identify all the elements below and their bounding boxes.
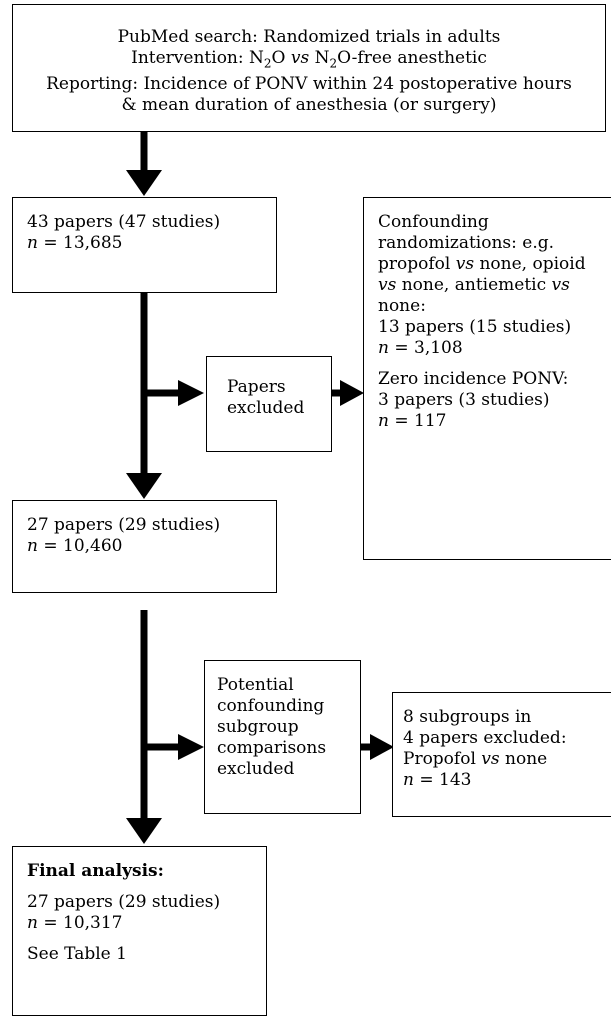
final-analysis-box: Final analysis: 27 papers (29 studies) n… — [12, 846, 267, 1016]
middle-papers-count: 27 papers (29 studies) — [27, 515, 221, 535]
final-papers-count: 27 papers (29 studies) — [27, 892, 221, 912]
subgroup-reasons-box: 8 subgroups in 4 papers excluded: Propof… — [392, 692, 611, 817]
subgroup-n: n = 143 — [403, 770, 472, 790]
see-table-reference: See Table 1 — [27, 944, 127, 964]
confounding-n: n = 3,108 — [378, 338, 463, 358]
zero-incidence-label: Zero incidence PONV: — [378, 369, 569, 389]
middle-papers-box: 27 papers (29 studies) n = 10,460 — [12, 500, 277, 593]
reporting-line: Reporting: Incidence of PONV within 24 p… — [46, 74, 572, 95]
papers-excluded-box: Papers excluded — [206, 356, 332, 452]
zero-incidence-n: n = 117 — [378, 411, 447, 431]
exclusion-reasons-box: Confounding randomizations: e.g. propofo… — [363, 197, 611, 560]
zero-incidence-count: 3 papers (3 studies) — [378, 390, 550, 410]
initial-papers-box: 43 papers (47 studies) n = 13,685 — [12, 197, 277, 293]
intervention-line: Intervention: N2O vs N2O-free anesthetic — [131, 48, 487, 71]
arrowhead-papers-excluded — [178, 380, 204, 406]
arrowhead-subgroup-excluded — [178, 734, 204, 760]
initial-papers-count: 43 papers (47 studies) — [27, 212, 221, 232]
subgroup-excluded-box: Potential confounding subgroup compariso… — [204, 660, 361, 814]
initial-n: n = 13,685 — [27, 233, 123, 253]
arrowhead-initial — [126, 170, 162, 196]
middle-n: n = 10,460 — [27, 536, 123, 556]
confounding-papers-count: 13 papers (15 studies) — [378, 317, 572, 337]
search-criteria-box: PubMed search: Randomized trials in adul… — [12, 4, 606, 132]
arrowhead-reasons1 — [340, 380, 364, 406]
final-analysis-title: Final analysis: — [27, 861, 164, 881]
search-line: PubMed search: Randomized trials in adul… — [117, 27, 501, 47]
arrowhead-middle — [126, 473, 162, 499]
final-n: n = 10,317 — [27, 913, 123, 933]
arrowhead-final — [126, 818, 162, 844]
duration-line: & mean duration of anesthesia (or surger… — [121, 95, 497, 116]
arrowhead-reasons2 — [370, 734, 394, 760]
